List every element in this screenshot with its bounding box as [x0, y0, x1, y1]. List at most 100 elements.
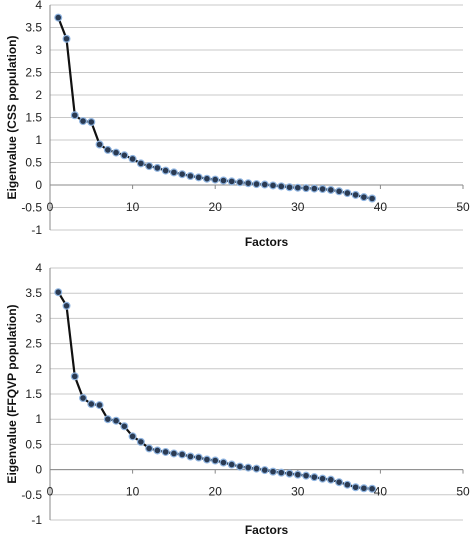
y-tick-label: 3 [35, 311, 42, 325]
data-point [326, 185, 335, 194]
series-line [57, 17, 373, 200]
data-point [169, 449, 178, 458]
data-point [277, 468, 286, 477]
data-point [244, 179, 253, 188]
data-point [79, 394, 88, 403]
data-point [87, 400, 96, 409]
data-point [178, 170, 187, 179]
x-tick-label: 0 [47, 200, 54, 214]
data-point [120, 151, 129, 160]
data-point [103, 145, 112, 154]
data-point [244, 463, 253, 472]
data-point [202, 455, 211, 464]
data-point [359, 193, 368, 202]
data-point [260, 466, 269, 475]
data-point [235, 462, 244, 471]
y-tick-label: 3 [35, 43, 42, 57]
y-tick-label: 2.5 [25, 337, 42, 351]
data-point [202, 174, 211, 183]
x-tick-label: 50 [456, 200, 470, 214]
data-point [227, 460, 236, 469]
data-point [368, 194, 377, 203]
y-tick-label: -0.5 [21, 488, 42, 502]
x-tick-label: 40 [374, 200, 388, 214]
data-point [136, 159, 145, 168]
data-point [161, 166, 170, 175]
y-tick-label: 4 [35, 0, 42, 12]
data-point [277, 182, 286, 191]
data-point [351, 190, 360, 199]
x-tick-label: 20 [209, 485, 223, 499]
data-point [136, 437, 145, 446]
data-point [153, 446, 162, 455]
x-tick-label: 0 [47, 485, 54, 499]
data-point [326, 475, 335, 484]
data-point [62, 301, 71, 310]
data-point [252, 180, 261, 189]
data-point [178, 450, 187, 459]
y-tick-label: -1 [31, 513, 42, 527]
chart-panel-ffqvp: -1-0.500.511.522.533.540 10 20 30 40 50Factor… [5, 261, 470, 536]
data-point [112, 416, 121, 425]
data-point [269, 467, 278, 476]
data-point [186, 452, 195, 461]
y-tick-label: 3.5 [25, 286, 42, 300]
data-point [169, 168, 178, 177]
data-point [343, 480, 352, 489]
data-point [70, 372, 79, 381]
data-point [112, 148, 121, 157]
data-point [54, 288, 63, 297]
data-point [293, 470, 302, 479]
x-tick-label: 40 [374, 485, 388, 499]
y-tick-label: 4 [35, 261, 42, 275]
x-axis-title: Factors [245, 235, 289, 249]
data-point [120, 422, 129, 431]
data-point [293, 183, 302, 192]
y-tick-label: 0.5 [25, 437, 42, 451]
data-point [194, 173, 203, 182]
x-tick-label: 30 [291, 485, 305, 499]
y-tick-label: 2 [35, 88, 42, 102]
data-point [161, 447, 170, 456]
x-tick-label: 20 [209, 200, 223, 214]
data-point [186, 172, 195, 181]
y-tick-label: 0.5 [25, 156, 42, 170]
x-axis-title: Factors [245, 523, 289, 536]
data-point [145, 444, 154, 453]
x-tick-label: 50 [456, 485, 470, 499]
y-tick-label: 2 [35, 362, 42, 376]
data-point [269, 181, 278, 190]
y-tick-label: 3.5 [25, 21, 42, 35]
data-point [87, 117, 96, 126]
data-point [310, 184, 319, 193]
data-point [310, 473, 319, 482]
y-tick-label: 0 [35, 178, 42, 192]
data-point [128, 154, 137, 163]
y-axis-title: Eigenvalue (FFQVP population) [5, 304, 19, 483]
data-point [235, 178, 244, 187]
data-point [145, 162, 154, 171]
data-point [359, 484, 368, 493]
y-tick-label: -1 [31, 223, 42, 237]
data-point [153, 163, 162, 172]
y-tick-label: 1 [35, 133, 42, 147]
data-point [318, 474, 327, 483]
x-tick-label: 10 [126, 200, 140, 214]
data-point [70, 111, 79, 120]
data-point [318, 185, 327, 194]
data-point [211, 456, 220, 465]
data-point [335, 478, 344, 487]
data-point [252, 464, 261, 473]
data-point [227, 177, 236, 186]
data-point [219, 458, 228, 467]
y-tick-label: 0 [35, 463, 42, 477]
data-point [62, 34, 71, 43]
data-point [194, 453, 203, 462]
data-point [54, 13, 63, 22]
data-point [211, 175, 220, 184]
x-tick-label: 30 [291, 200, 305, 214]
data-point [368, 484, 377, 493]
data-point [302, 471, 311, 480]
y-tick-label: 1 [35, 412, 42, 426]
data-point [219, 176, 228, 185]
